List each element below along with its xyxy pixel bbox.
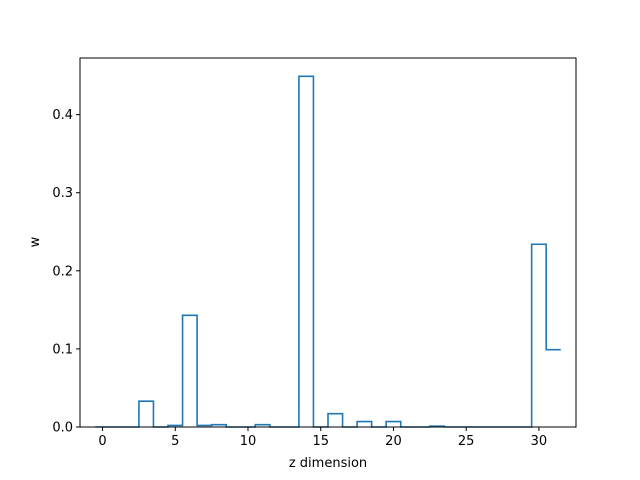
- x-tick-label: 0: [98, 434, 106, 449]
- x-tick-label: 10: [240, 434, 257, 449]
- y-tick-label: 0.1: [52, 342, 73, 357]
- bar: [139, 401, 154, 427]
- bar: [183, 315, 198, 427]
- histogram-step-line: [95, 75, 561, 428]
- bar: [328, 414, 343, 427]
- bar: [532, 244, 547, 427]
- y-tick-label: 0.4: [52, 108, 73, 123]
- y-tick-label: 0.2: [52, 264, 73, 279]
- x-tick-label: 5: [171, 434, 179, 449]
- bar: [546, 350, 561, 427]
- bar: [357, 422, 372, 427]
- x-tick-label: 15: [312, 434, 329, 449]
- x-tick-label: 25: [458, 434, 475, 449]
- bar: [386, 422, 401, 427]
- x-axis-label: z dimension: [289, 456, 367, 471]
- y-tick-label: 0.3: [52, 186, 73, 201]
- x-tick-label: 30: [531, 434, 548, 449]
- y-tick-label: 0.0: [52, 421, 73, 436]
- bar: [299, 76, 314, 427]
- axes-frame: [79, 57, 577, 428]
- y-axis-label: w: [28, 236, 43, 247]
- plot-area: 0 5 10 15 20 25 30 0.0 0.1 0.2 0.3 0.4: [52, 57, 577, 449]
- x-tick-label: 20: [385, 434, 402, 449]
